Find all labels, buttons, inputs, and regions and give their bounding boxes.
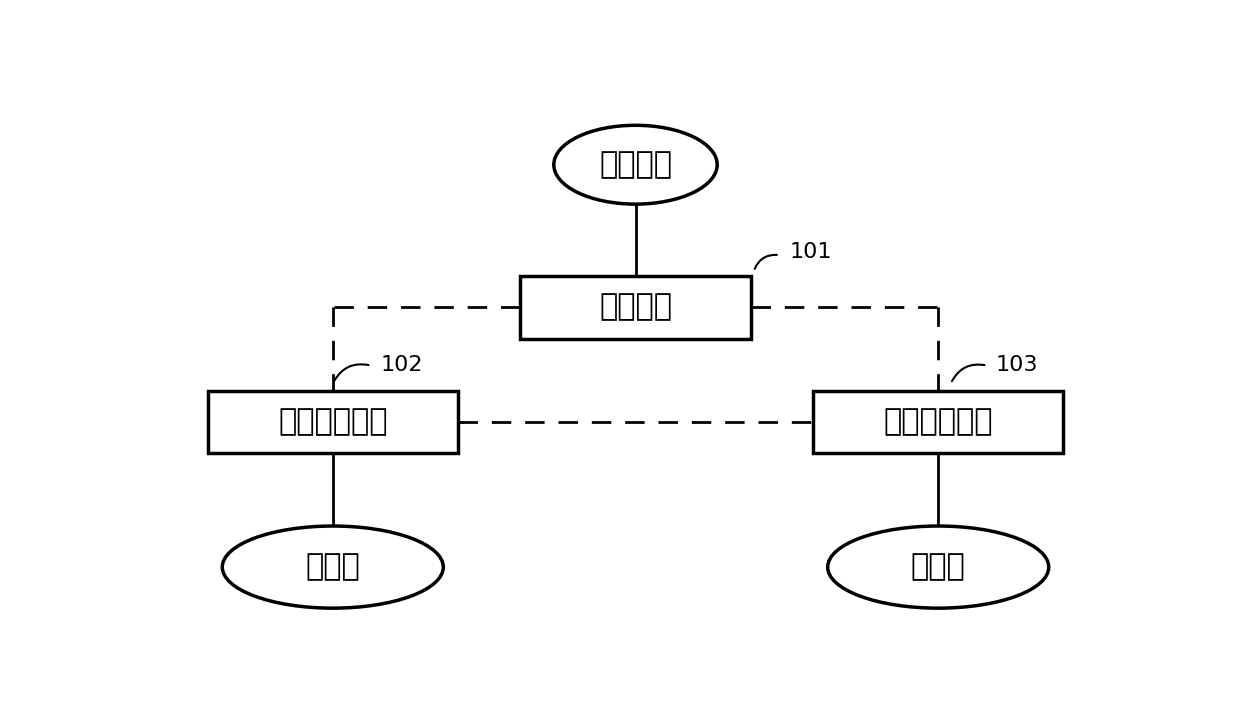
Text: 客户端: 客户端 — [305, 552, 360, 582]
Text: 102: 102 — [381, 355, 423, 375]
Text: 监控模块: 监控模块 — [599, 292, 672, 321]
Ellipse shape — [828, 526, 1049, 608]
Text: 监控节点: 监控节点 — [599, 150, 672, 179]
Ellipse shape — [222, 526, 444, 608]
Text: 第二同步模块: 第二同步模块 — [883, 407, 993, 437]
Text: 服务端: 服务端 — [911, 552, 966, 582]
Bar — [521, 276, 751, 338]
Bar — [813, 390, 1063, 454]
Bar — [208, 390, 458, 454]
Text: 103: 103 — [996, 355, 1038, 375]
Text: 第一同步模块: 第一同步模块 — [278, 407, 388, 437]
Ellipse shape — [554, 125, 717, 204]
Text: 101: 101 — [789, 242, 832, 262]
